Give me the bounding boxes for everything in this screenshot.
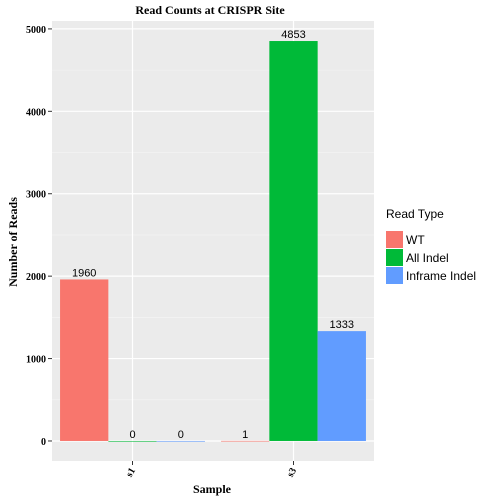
bars (60, 41, 366, 442)
y-axis-label: Number of Reads (6, 197, 20, 287)
x-tick-label: s1 (124, 466, 138, 479)
legend-label: WT (406, 233, 425, 247)
data-labels: 1960 0 0 1 4853 1333 (72, 29, 354, 441)
y-tick-label: 2000 (26, 272, 46, 283)
data-label: 0 (178, 429, 184, 441)
bar (221, 440, 270, 442)
data-label: 0 (129, 429, 135, 441)
legend-title: Read Type (386, 207, 444, 221)
x-axis-label: Sample (193, 482, 232, 496)
y-tick-label: 3000 (26, 190, 46, 201)
x-tick-label: s3 (285, 466, 299, 479)
chart-title: Read Counts at CRISPR Site (135, 3, 285, 17)
bar (269, 41, 318, 441)
bar (156, 440, 205, 442)
y-axis: 0 1000 2000 3000 4000 5000 (26, 25, 52, 448)
legend-label: Inframe Indel (406, 269, 476, 283)
x-axis: s1 s3 (124, 461, 299, 479)
data-label: 1 (242, 429, 248, 441)
bar (317, 331, 366, 441)
legend-swatch (386, 267, 403, 284)
bar (60, 279, 109, 441)
legend-swatch (386, 249, 403, 266)
legend-swatch (386, 231, 403, 248)
legend-label: All Indel (406, 251, 449, 265)
data-label: 1333 (330, 319, 354, 331)
data-label: 4853 (281, 29, 305, 41)
y-tick-label: 5000 (26, 25, 46, 36)
data-label: 1960 (72, 267, 96, 279)
y-tick-label: 1000 (26, 355, 46, 366)
bar (108, 440, 157, 442)
y-tick-label: 0 (41, 437, 46, 448)
legend: Read Type WT All Indel Inframe Indel (386, 207, 476, 284)
y-tick-label: 4000 (26, 107, 46, 118)
